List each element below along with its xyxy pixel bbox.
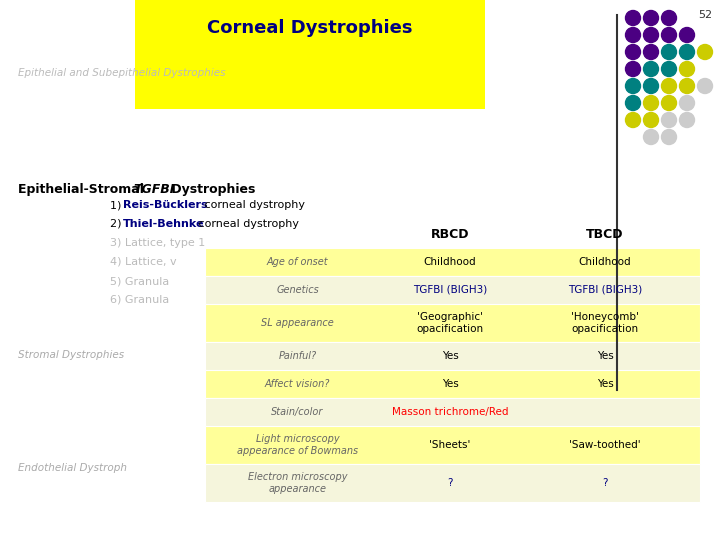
Circle shape bbox=[680, 78, 695, 93]
Text: Yes: Yes bbox=[597, 351, 613, 361]
Text: Painful?: Painful? bbox=[279, 351, 317, 361]
Text: 'Honeycomb'
opacification: 'Honeycomb' opacification bbox=[571, 312, 639, 334]
Circle shape bbox=[680, 28, 695, 43]
Circle shape bbox=[626, 44, 641, 59]
Text: Childhood: Childhood bbox=[579, 257, 631, 267]
Text: corneal dystrophy: corneal dystrophy bbox=[201, 200, 305, 210]
Text: ?: ? bbox=[602, 478, 608, 488]
Text: Yes: Yes bbox=[597, 379, 613, 389]
Text: Yes: Yes bbox=[441, 379, 459, 389]
Text: RBCD: RBCD bbox=[431, 227, 469, 240]
Text: ?: ? bbox=[447, 478, 453, 488]
Text: Age of onset: Age of onset bbox=[266, 257, 328, 267]
Text: Stromal Dystrophies: Stromal Dystrophies bbox=[18, 350, 124, 360]
Text: Dystrophies: Dystrophies bbox=[167, 183, 256, 196]
Circle shape bbox=[662, 78, 677, 93]
Text: Yes: Yes bbox=[441, 351, 459, 361]
Circle shape bbox=[662, 10, 677, 25]
Text: TBCD: TBCD bbox=[586, 227, 624, 240]
Text: TGFBI (BIGH3): TGFBI (BIGH3) bbox=[568, 285, 642, 295]
Circle shape bbox=[662, 28, 677, 43]
Circle shape bbox=[626, 10, 641, 25]
Circle shape bbox=[662, 62, 677, 77]
Bar bbox=[205, 464, 700, 502]
Text: Genetics: Genetics bbox=[276, 285, 319, 295]
Text: 2): 2) bbox=[110, 219, 125, 229]
Text: Corneal Dystrophies: Corneal Dystrophies bbox=[207, 19, 413, 37]
Circle shape bbox=[626, 112, 641, 127]
Circle shape bbox=[644, 10, 659, 25]
Bar bbox=[205, 398, 700, 426]
Text: 4) Lattice, v: 4) Lattice, v bbox=[110, 257, 176, 267]
Text: 3) Lattice, type 1: 3) Lattice, type 1 bbox=[110, 238, 205, 248]
Circle shape bbox=[626, 78, 641, 93]
Bar bbox=[205, 426, 700, 464]
Text: 6) Granula: 6) Granula bbox=[110, 295, 169, 305]
Text: Childhood: Childhood bbox=[423, 257, 477, 267]
Text: Thiel-Behnke: Thiel-Behnke bbox=[123, 219, 204, 229]
Circle shape bbox=[644, 112, 659, 127]
Text: 52: 52 bbox=[698, 10, 712, 20]
Text: Electron microscopy
appearance: Electron microscopy appearance bbox=[248, 472, 347, 494]
Text: 'Geographic'
opacification: 'Geographic' opacification bbox=[416, 312, 484, 334]
Bar bbox=[205, 304, 700, 342]
Circle shape bbox=[644, 78, 659, 93]
Circle shape bbox=[680, 96, 695, 111]
Bar bbox=[205, 248, 700, 276]
Circle shape bbox=[662, 44, 677, 59]
Text: Endothelial Dystroph: Endothelial Dystroph bbox=[18, 463, 127, 473]
Text: TGFBI: TGFBI bbox=[133, 183, 174, 196]
Circle shape bbox=[644, 96, 659, 111]
Text: Masson trichrome/Red: Masson trichrome/Red bbox=[392, 407, 508, 417]
Circle shape bbox=[680, 62, 695, 77]
Circle shape bbox=[626, 62, 641, 77]
Bar bbox=[205, 342, 700, 370]
Text: 5) Granula: 5) Granula bbox=[110, 276, 169, 286]
Bar bbox=[205, 370, 700, 398]
Circle shape bbox=[626, 96, 641, 111]
Text: Reis-Bücklers: Reis-Bücklers bbox=[123, 200, 207, 210]
Text: Stain/color: Stain/color bbox=[271, 407, 324, 417]
Circle shape bbox=[644, 130, 659, 145]
Text: Epithelial-Stromal: Epithelial-Stromal bbox=[18, 183, 148, 196]
Circle shape bbox=[662, 96, 677, 111]
Text: Epithelial and Subepithelial Dystrophies: Epithelial and Subepithelial Dystrophies bbox=[18, 68, 225, 78]
Circle shape bbox=[662, 130, 677, 145]
Circle shape bbox=[626, 28, 641, 43]
Circle shape bbox=[662, 112, 677, 127]
Circle shape bbox=[644, 62, 659, 77]
Text: Affect vision?: Affect vision? bbox=[265, 379, 330, 389]
Circle shape bbox=[698, 44, 713, 59]
Text: corneal dystrophy: corneal dystrophy bbox=[195, 219, 299, 229]
Text: 'Saw-toothed': 'Saw-toothed' bbox=[570, 440, 641, 450]
Circle shape bbox=[680, 112, 695, 127]
Text: TGFBI (BIGH3): TGFBI (BIGH3) bbox=[413, 285, 487, 295]
Text: 'Sheets': 'Sheets' bbox=[429, 440, 471, 450]
Circle shape bbox=[644, 44, 659, 59]
Circle shape bbox=[644, 28, 659, 43]
Text: Light microscopy
appearance of Bowmans: Light microscopy appearance of Bowmans bbox=[237, 434, 358, 456]
Circle shape bbox=[680, 44, 695, 59]
Text: SL appearance: SL appearance bbox=[261, 318, 334, 328]
Bar bbox=[205, 276, 700, 304]
Circle shape bbox=[698, 78, 713, 93]
Text: 1): 1) bbox=[110, 200, 125, 210]
